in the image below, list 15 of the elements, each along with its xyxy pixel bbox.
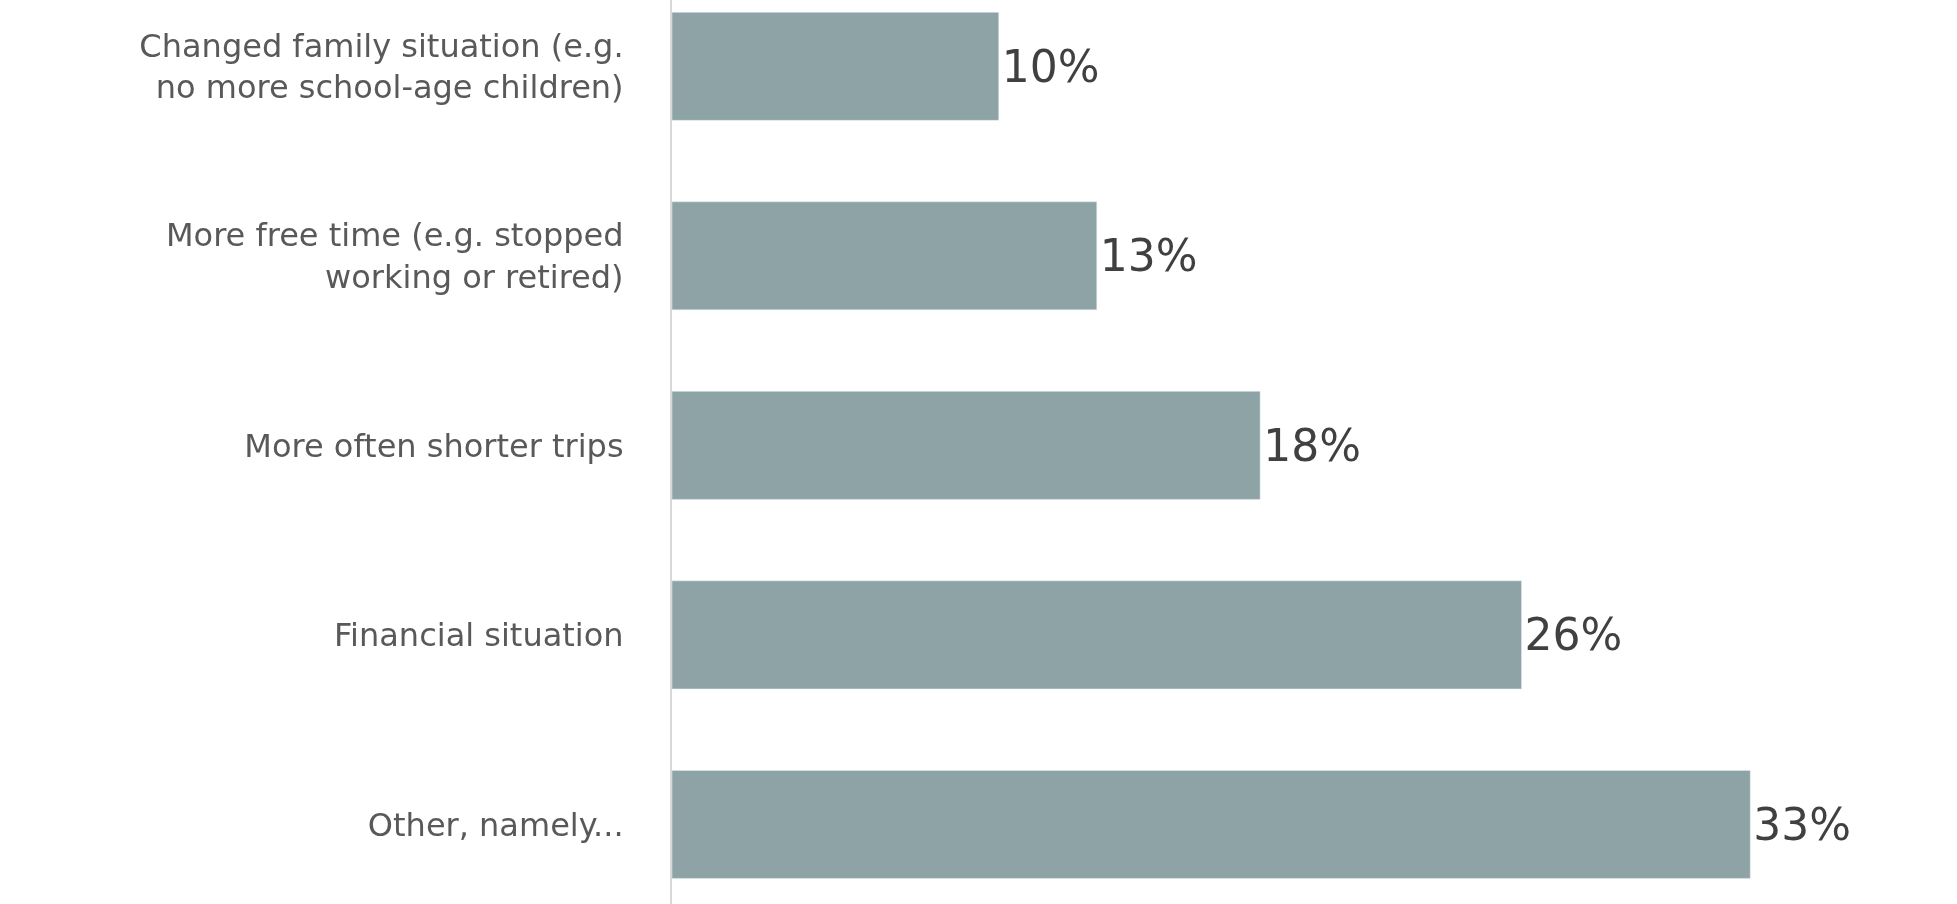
data-label: 10% (1001, 40, 1100, 92)
data-label: 33% (1753, 798, 1852, 850)
bar (672, 770, 1751, 879)
data-label: 13% (1099, 230, 1198, 282)
y-tick-label: More free time (e.g. stopped working or retired) (165, 216, 624, 296)
bar (672, 12, 999, 121)
bar (672, 391, 1261, 500)
y-tick-label: Other, namely... (367, 805, 624, 844)
data-label: 18% (1263, 419, 1361, 471)
y-tick-label: Changed family situation (e.g. no more school-age children) (139, 26, 624, 107)
data-label: 26% (1524, 609, 1623, 661)
bar (672, 580, 1522, 690)
y-tick-label: Financial situation (334, 616, 624, 655)
y-tick-label: More often shorter trips (244, 426, 624, 465)
bar (672, 201, 1098, 311)
